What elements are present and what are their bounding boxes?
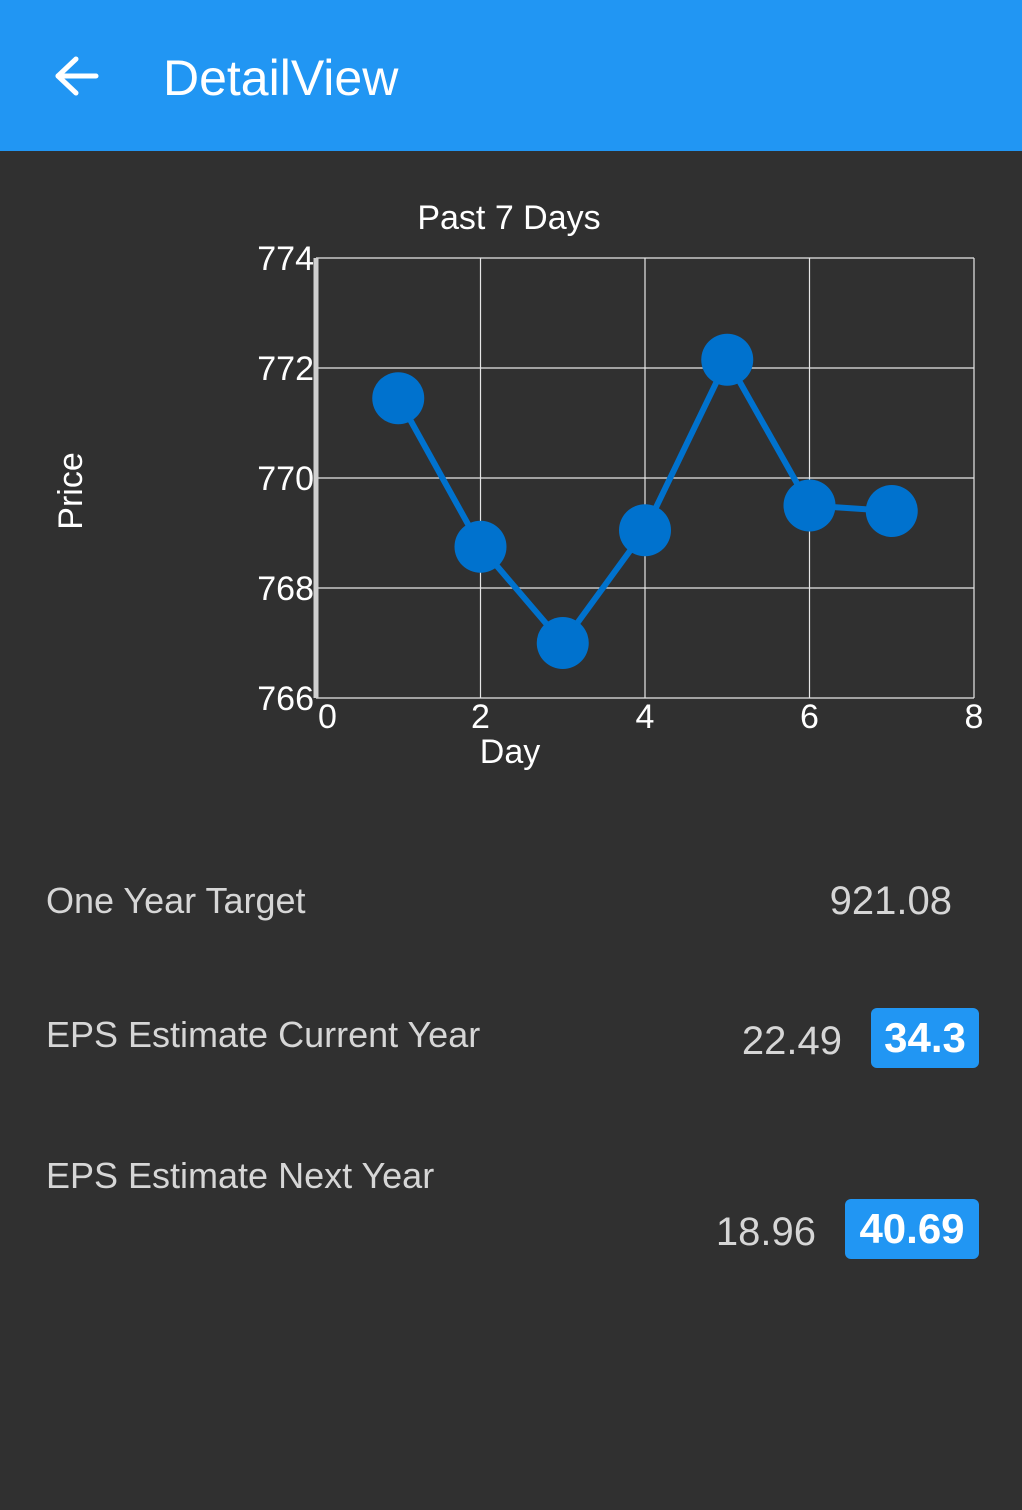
eps-next-year-value: 18.96 [715, 1210, 816, 1254]
eps-next-year-badge[interactable]: 40.69 [845, 1199, 979, 1259]
x-tick-label: 6 [800, 698, 819, 736]
y-tick-label: 768 [257, 570, 314, 608]
y-tick-label: 766 [257, 680, 314, 718]
x-tick-label: 8 [965, 698, 984, 736]
page-title: DetailView [163, 50, 399, 106]
x-tick-label: 2 [471, 698, 490, 736]
eps-current-year-badge[interactable]: 34.3 [871, 1008, 979, 1068]
data-point [454, 520, 507, 573]
y-tick-label: 772 [257, 350, 314, 388]
x-tick-label: 4 [636, 698, 655, 736]
eps-current-year-label: EPS Estimate Current Year [46, 1014, 481, 1055]
x-tick-label: 0 [318, 698, 337, 736]
y-axis-label: Price [52, 452, 90, 529]
one-year-target-label: One Year Target [46, 880, 306, 921]
eps-current-year-value: 22.49 [741, 1019, 842, 1063]
y-tick-label: 770 [257, 460, 314, 498]
arrow-left-icon [55, 56, 99, 96]
eps-next-year-label: EPS Estimate Next Year [46, 1155, 435, 1196]
x-axis-label: Day [480, 733, 540, 771]
data-point [536, 617, 589, 669]
one-year-target-value: 921.08 [829, 879, 952, 923]
data-point [865, 485, 918, 537]
data-point [701, 333, 754, 386]
chart-title: Past 7 Days [417, 199, 600, 237]
y-tick-label: 774 [257, 240, 314, 278]
price-chart-svg: 774 772 770 768 766 0 2 4 6 8 Past 7 Days Day Price [52, 199, 984, 771]
app-bar: DetailView [0, 0, 1022, 151]
data-point [619, 504, 671, 557]
back-button[interactable] [44, 44, 108, 108]
data-point [372, 372, 425, 425]
price-chart: 774 772 770 768 766 0 2 4 6 8 Past 7 Days Day Price [0, 151, 1022, 831]
data-point [783, 479, 836, 532]
